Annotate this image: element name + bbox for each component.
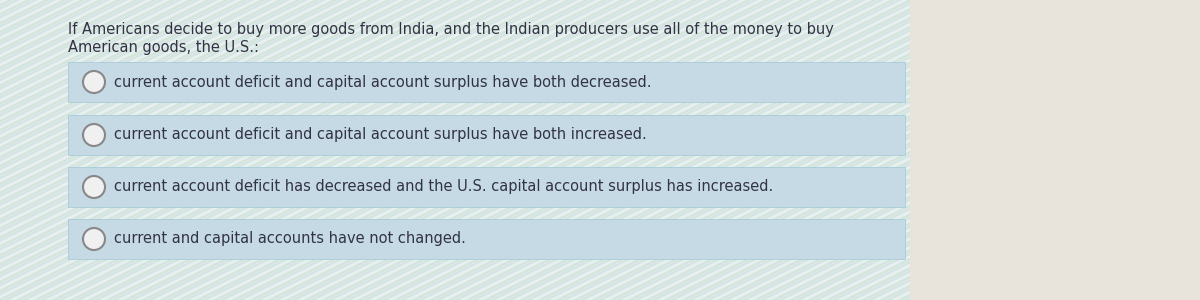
Text: current account deficit has decreased and the U.S. capital account surplus has i: current account deficit has decreased an… bbox=[114, 179, 773, 194]
FancyBboxPatch shape bbox=[68, 62, 905, 102]
Circle shape bbox=[83, 124, 106, 146]
FancyBboxPatch shape bbox=[68, 167, 905, 207]
Text: current and capital accounts have not changed.: current and capital accounts have not ch… bbox=[114, 232, 466, 247]
Text: current account deficit and capital account surplus have both decreased.: current account deficit and capital acco… bbox=[114, 74, 652, 89]
Text: current account deficit and capital account surplus have both increased.: current account deficit and capital acco… bbox=[114, 128, 647, 142]
Circle shape bbox=[83, 228, 106, 250]
FancyBboxPatch shape bbox=[68, 219, 905, 259]
Text: If Americans decide to buy more goods from India, and the Indian producers use a: If Americans decide to buy more goods fr… bbox=[68, 22, 834, 37]
Text: American goods, the U.S.:: American goods, the U.S.: bbox=[68, 40, 259, 55]
Circle shape bbox=[83, 71, 106, 93]
FancyBboxPatch shape bbox=[68, 115, 905, 155]
Circle shape bbox=[83, 176, 106, 198]
Bar bbox=[910, 0, 1200, 300]
